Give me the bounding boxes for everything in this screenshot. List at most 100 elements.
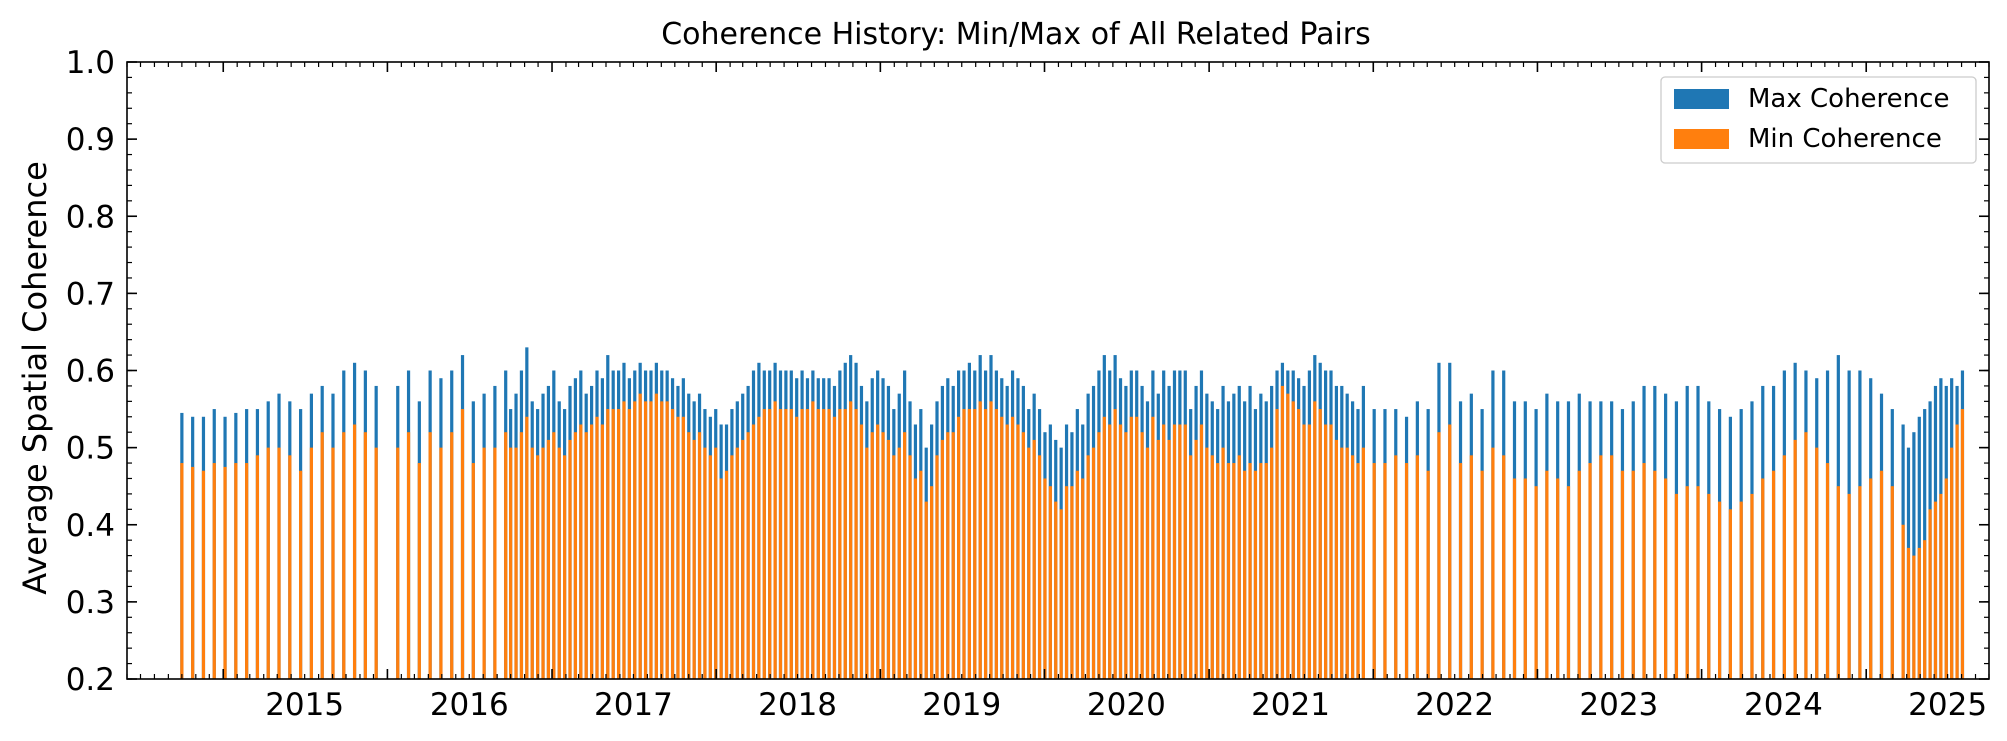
min-coherence-bar bbox=[320, 432, 324, 679]
min-coherence-bar bbox=[638, 393, 642, 679]
min-coherence-bar bbox=[1205, 447, 1209, 680]
min-coherence-bar bbox=[1739, 501, 1743, 679]
min-coherence-bar bbox=[1372, 463, 1376, 679]
legend-swatch-min bbox=[1674, 129, 1729, 149]
min-coherence-bar bbox=[191, 466, 195, 679]
min-coherence-bar bbox=[843, 409, 847, 679]
min-coherence-bar bbox=[1232, 463, 1236, 679]
min-coherence-bar bbox=[1091, 447, 1096, 680]
min-coherence-bar bbox=[460, 409, 465, 679]
min-coherence-bar bbox=[627, 409, 631, 679]
min-coherence-bar bbox=[1858, 486, 1862, 679]
legend-label-min: Min Coherence bbox=[1748, 124, 1942, 154]
min-coherence-bar bbox=[1183, 424, 1187, 679]
min-coherence-bar bbox=[622, 401, 626, 679]
y-axis-ticks: 0.2 0.3 0.4 0.5 0.6 0.7 0.8 0.9 1.0 bbox=[66, 45, 1989, 698]
min-coherence-bar bbox=[1610, 455, 1614, 679]
min-coherence-bar bbox=[600, 424, 604, 679]
min-coherence-bar bbox=[1404, 463, 1409, 679]
min-coherence-bar bbox=[1939, 493, 1943, 679]
min-coherence-bar bbox=[1825, 463, 1830, 679]
min-coherence-bar bbox=[1480, 470, 1484, 679]
min-coherence-bar bbox=[924, 501, 928, 679]
min-coherence-bar bbox=[1270, 447, 1274, 680]
min-coherence-bar bbox=[471, 463, 475, 679]
min-coherence-bar bbox=[514, 447, 518, 680]
min-coherence-bar bbox=[1194, 439, 1198, 679]
y-tick-label: 0.6 bbox=[66, 354, 115, 390]
min-coherence-bar bbox=[1356, 463, 1360, 679]
min-coherence-bar bbox=[789, 409, 793, 679]
min-coherence-bar bbox=[832, 416, 837, 679]
min-coherence-bar bbox=[1259, 463, 1263, 679]
min-coherence-bar bbox=[1912, 555, 1916, 679]
min-coherence-bar bbox=[363, 432, 367, 679]
min-coherence-bar bbox=[352, 424, 357, 679]
min-coherence-bar bbox=[724, 470, 729, 679]
min-coherence-bar bbox=[1027, 447, 1031, 680]
min-coherence-bar bbox=[946, 432, 950, 679]
min-coherence-bar bbox=[1960, 409, 1965, 679]
min-coherence-bar bbox=[557, 447, 561, 680]
min-coherence-bar bbox=[1113, 409, 1117, 679]
min-coherence-bar bbox=[212, 463, 216, 679]
min-coherence-bar bbox=[1771, 470, 1776, 679]
min-coherence-bar bbox=[541, 447, 545, 680]
min-coherence-bar bbox=[795, 416, 799, 679]
min-coherence-bar bbox=[1291, 401, 1295, 679]
min-coherence-bar bbox=[288, 455, 292, 679]
min-coherence-bar bbox=[957, 416, 961, 679]
min-coherence-bar bbox=[649, 401, 653, 679]
min-coherence-bar bbox=[697, 432, 702, 679]
min-coherence-bar bbox=[784, 409, 788, 679]
min-coherence-bar bbox=[277, 447, 281, 680]
min-coherence-bar bbox=[1189, 455, 1193, 679]
min-coherence-bar bbox=[342, 432, 346, 679]
min-coherence-bar bbox=[1556, 478, 1560, 679]
min-coherence-bar bbox=[838, 409, 842, 679]
min-coherence-bar bbox=[1361, 447, 1365, 680]
min-coherence-bar bbox=[1064, 486, 1069, 679]
min-coherence-bar bbox=[962, 409, 966, 679]
min-coherence-bar bbox=[849, 401, 853, 679]
y-tick-label: 0.8 bbox=[66, 199, 115, 235]
min-coherence-bar bbox=[1448, 424, 1452, 679]
min-coherence-bar bbox=[1782, 455, 1786, 679]
min-coherence-bar bbox=[1275, 409, 1279, 679]
min-coherence-bar bbox=[859, 424, 864, 679]
min-coherence-bar bbox=[994, 409, 998, 679]
min-coherence-bar bbox=[396, 447, 400, 680]
min-coherence-bar bbox=[1253, 470, 1258, 679]
min-coherence-bar bbox=[1032, 439, 1036, 679]
min-coherence-bar bbox=[374, 447, 378, 680]
min-coherence-bar bbox=[670, 409, 675, 679]
min-coherence-bar bbox=[751, 424, 756, 679]
min-coherence-bar bbox=[897, 447, 901, 680]
x-tick-label: 2015 bbox=[265, 687, 344, 723]
min-coherence-bar bbox=[309, 447, 313, 680]
min-coherence-bar bbox=[1901, 524, 1905, 679]
min-coherence-bar bbox=[1199, 424, 1204, 679]
min-coherence-bar bbox=[1534, 486, 1538, 679]
y-tick-label: 0.5 bbox=[66, 431, 115, 467]
min-coherence-bar bbox=[331, 447, 335, 680]
min-coherence-bar bbox=[450, 432, 454, 679]
x-tick-label: 2025 bbox=[1908, 687, 1987, 723]
chart-title: Coherence History: Min/Max of All Relate… bbox=[661, 17, 1371, 52]
min-coherence-bar bbox=[1577, 470, 1581, 679]
legend-box bbox=[1660, 76, 1977, 164]
min-coherence-bar bbox=[1000, 416, 1004, 679]
min-coherence-bar bbox=[201, 470, 206, 679]
min-coherence-bar bbox=[606, 409, 610, 679]
min-coherence-bar bbox=[1350, 455, 1355, 679]
min-coherence-bar bbox=[870, 432, 874, 679]
min-coherence-bar bbox=[1469, 455, 1473, 679]
min-coherence-bar bbox=[611, 409, 615, 679]
min-coherence-bar bbox=[940, 439, 945, 679]
min-coherence-bar bbox=[757, 416, 761, 679]
legend-swatch-max bbox=[1674, 89, 1729, 109]
min-coherence-bar bbox=[1415, 455, 1419, 679]
min-coherence-bar bbox=[1237, 455, 1241, 679]
min-coherence-bar bbox=[714, 447, 718, 680]
